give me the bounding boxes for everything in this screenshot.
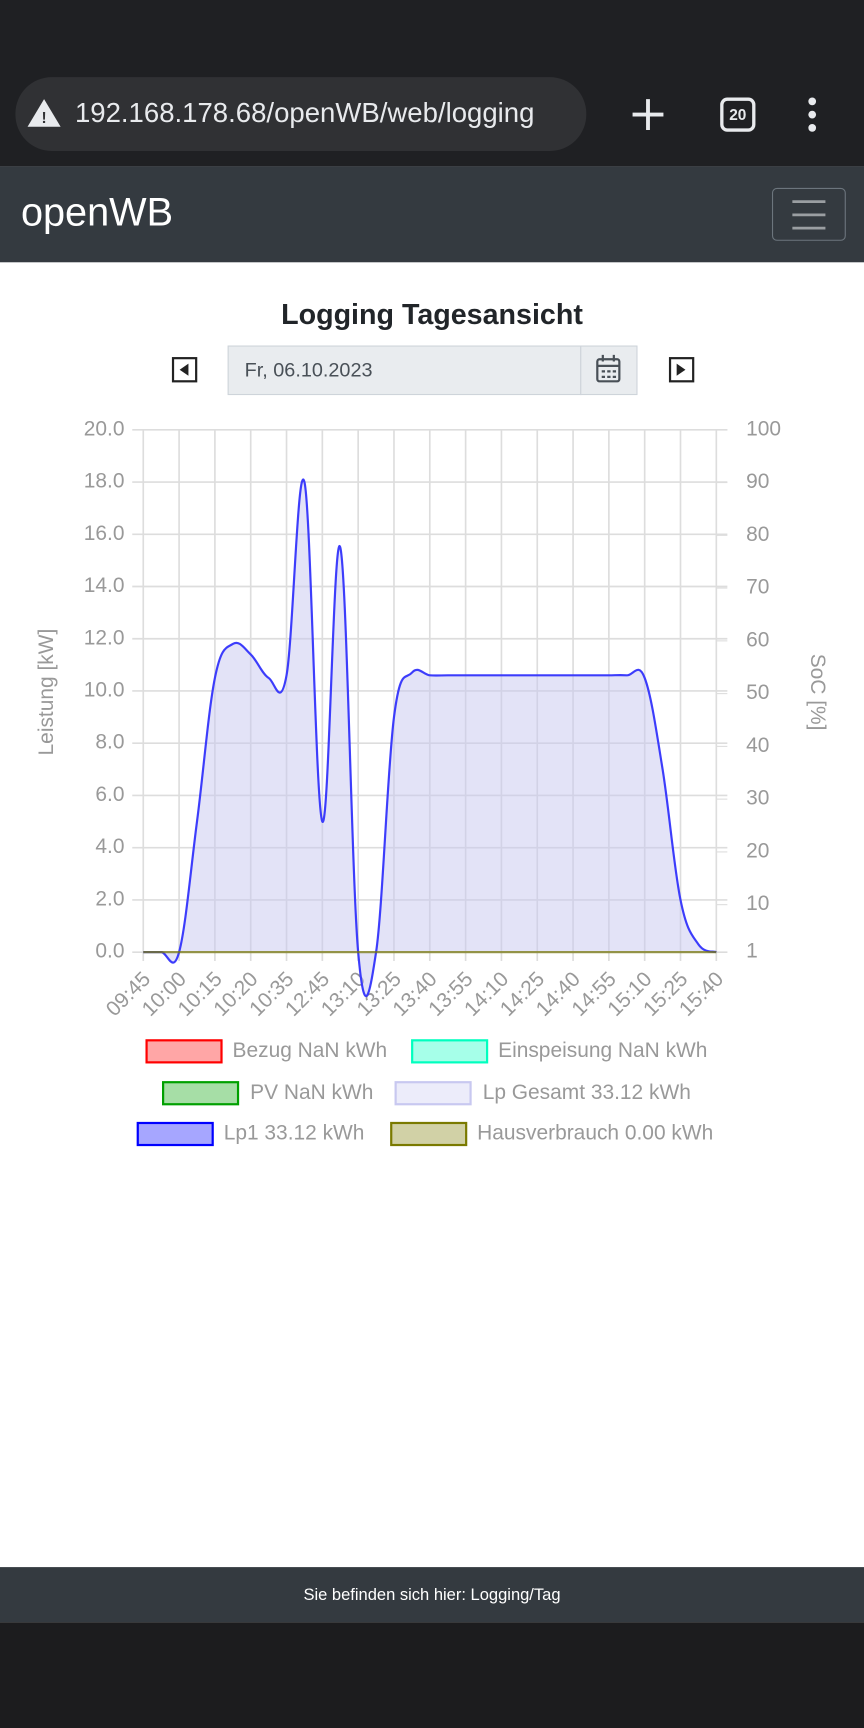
y-tick-label: 4.0 [95,835,124,858]
chart: 0.0 2.0 4.0 6.0 8.0 10.0 12.0 14.0 16.0 18.0 20.0 1… [84,417,781,1147]
prev-day-button[interactable] [171,357,198,383]
legend-label: Lp Gesamt 33.12 kWh [483,1081,691,1104]
warning-mark: ! [42,110,47,127]
y2-tick-label: 40 [746,734,769,757]
y-tick-label: 0.0 [95,940,124,963]
next-icon [676,363,686,376]
y2-axis-title: SoC [%] [806,654,829,731]
new-tab-button[interactable] [632,99,664,131]
legend-label: PV NaN kWh [250,1081,373,1104]
legend-swatch [390,1121,468,1147]
legend-swatch [145,1039,223,1064]
prev-icon [179,363,189,376]
footer [0,1567,864,1623]
date-text: Fr, 06.10.2023 [245,360,373,382]
y2-tick-label: 100 [746,417,781,440]
url-text[interactable]: 192.168.178.68/openWB/web/logging [75,97,534,128]
y-tick-label: 18.0 [84,470,125,493]
warning-icon [27,99,61,127]
y-tick-label: 8.0 [95,731,124,754]
y2-tick-label: 1 [746,940,758,963]
y-tick-label: 10.0 [84,679,125,702]
date-input[interactable] [227,345,582,396]
url-bar[interactable] [15,77,587,151]
toggler-icon [792,200,826,230]
legend-swatch [394,1081,472,1106]
legend-label: Bezug NaN kWh [233,1039,388,1062]
y-tick-label: 6.0 [95,783,124,806]
legend-swatch [136,1121,214,1147]
legend-label: Einspeisung NaN kWh [498,1039,707,1062]
y2-tick-label: 80 [746,523,769,546]
y-tick-label: 14.0 [84,574,125,597]
y2-tick-label: 10 [746,892,769,915]
legend-label: Lp1 33.12 kWh [224,1122,365,1145]
y-tick-label: 20.0 [84,417,125,440]
y2-tick-label: 60 [746,628,769,651]
system-nav-bar [0,1622,864,1728]
y2-tick-label: 30 [746,787,769,810]
y2-tick-label: 50 [746,681,769,704]
series-line [143,478,717,998]
legend-swatch [411,1039,489,1064]
y2-tick-label: 70 [746,576,769,599]
footer-text: Sie befinden sich hier: Logging/Tag [303,1585,560,1604]
navbar [0,166,864,263]
legend-swatch [162,1081,240,1106]
y2-tick-label: 20 [746,839,769,862]
page-title: Logging Tagesansicht [281,299,583,331]
tabs-button[interactable] [720,97,756,132]
next-day-button[interactable] [668,357,695,383]
navbar-brand[interactable]: openWB [21,190,173,234]
menu-button[interactable] [808,97,817,132]
y2-tick-label: 90 [746,470,769,493]
y-tick-label: 2.0 [95,887,124,910]
legend-label: Hausverbrauch 0.00 kWh [477,1122,713,1145]
y-tick-label: 16.0 [84,522,125,545]
y-tick-label: 12.0 [84,626,125,649]
navbar-toggler[interactable] [771,187,846,241]
calendar-icon [596,354,621,383]
y-axis-title: Leistung [kW] [35,629,58,756]
tab-count: 20 [729,107,746,124]
